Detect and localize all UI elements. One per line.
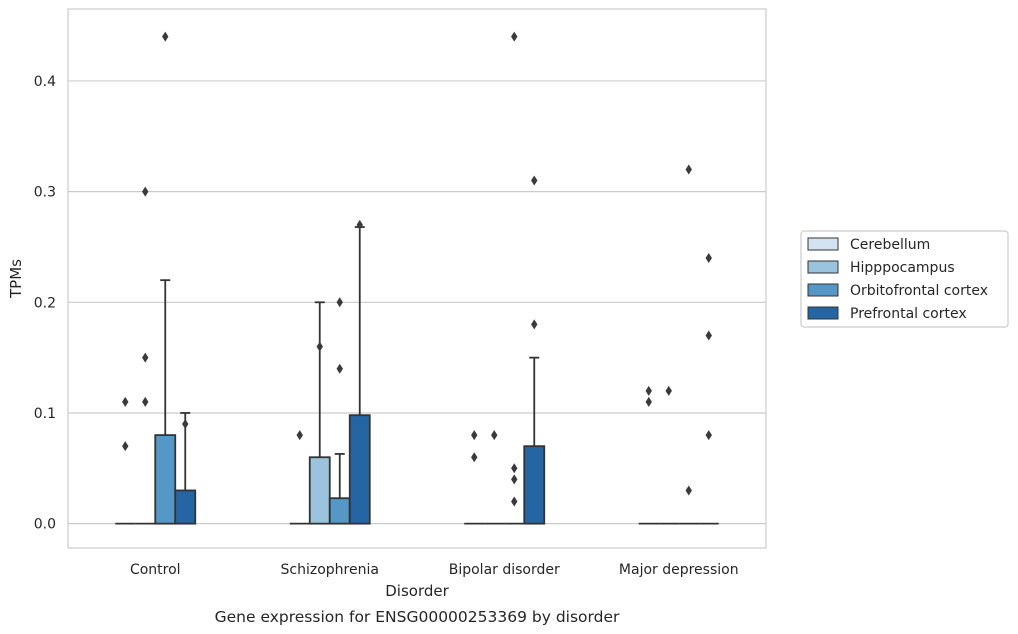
chart-caption: Gene expression for ENSG00000253369 by d… [215,608,620,626]
outlier-point [531,175,538,186]
x-axis-label: Disorder [385,582,449,600]
y-tick-label: 0.2 [34,295,56,311]
error-bar [160,279,171,436]
y-axis-label: TPMs [7,259,25,299]
legend-item: Prefrontal cortex [807,306,967,322]
bar [174,489,197,525]
legend-item: Hipppocampus [807,260,955,276]
outlier-point [705,253,712,264]
error-bar [334,453,345,499]
outlier-point [491,430,498,441]
outlier-point [645,396,652,407]
legend-swatch [807,260,839,274]
y-tick-labels: 0.0 0.1 0.2 0.3 0.4 [34,74,56,533]
outlier-point [142,396,149,407]
outlier-point [511,496,518,507]
outlier-point [531,319,538,330]
bar [523,445,546,525]
y-tick-label: 0.1 [34,406,56,422]
outlier-point [645,385,652,396]
legend-label: Hipppocampus [850,260,955,276]
bar [154,434,177,525]
legend-box [800,230,1009,328]
outlier-point [665,385,672,396]
legend-swatch [807,306,839,320]
legend: Cerebellum Hipppocampus Orbitofrontal cort… [800,230,1009,328]
x-tick-label: Bipolar disorder [449,562,560,578]
error-bar [529,356,540,447]
outlier-point [356,219,363,230]
y-tick-label: 0.0 [34,517,56,533]
outlier-point [511,463,518,474]
outlier-point [705,330,712,341]
outlier-point [705,430,712,441]
outlier-point [296,430,303,441]
outlier-point [511,31,518,42]
y-tick-label: 0.4 [34,74,56,90]
y-tick-label: 0.3 [34,185,56,201]
x-tick-label: Major depression [619,562,739,578]
legend-swatch [807,237,839,251]
legend-item: Orbitofrontal cortex [807,283,988,299]
outlier-point [142,352,149,363]
x-tick-label: Control [130,562,181,578]
legend-label: Orbitofrontal cortex [850,283,988,299]
outlier-point [336,363,343,374]
outlier-point [685,164,692,175]
legend-label: Prefrontal cortex [850,306,967,322]
legend-item: Cerebellum [807,237,930,253]
outlier-point [182,419,189,430]
outlier-point [511,474,518,485]
outlier-point [471,452,478,463]
outlier-point [162,31,169,42]
bar [308,456,331,525]
outlier-point [336,297,343,308]
outlier-point [471,430,478,441]
plot-frame [67,8,767,549]
bars [115,414,719,525]
error-bar [354,226,365,416]
x-tick-labels: Control Schizophrenia Bipolar disorder Majo… [130,562,739,578]
bar [328,497,351,525]
x-tick-label: Schizophrenia [281,562,379,578]
error-bar [314,301,325,458]
bar [348,414,371,525]
outlier-point [316,341,323,352]
legend-label: Cerebellum [850,237,930,253]
outliers [122,31,712,507]
legend-swatch [807,283,839,297]
outlier-point [142,186,149,197]
outlier-point [122,441,129,452]
outlier-point [122,396,129,407]
outlier-point [685,485,692,496]
